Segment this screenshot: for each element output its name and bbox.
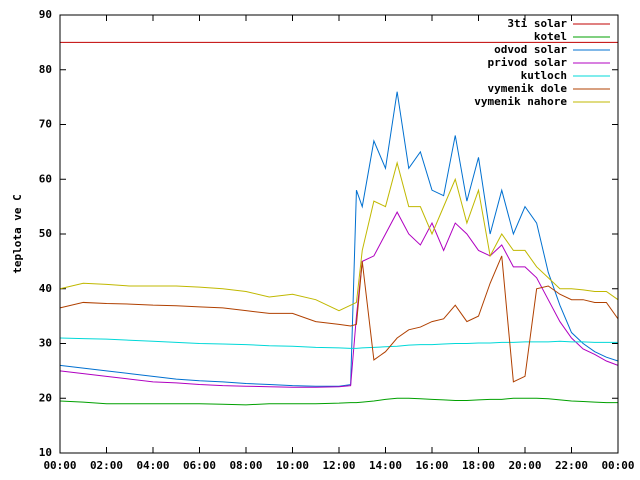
- x-tick-label: 16:00: [415, 459, 448, 472]
- y-tick-label: 10: [39, 446, 52, 459]
- series-line: [59, 337, 618, 349]
- y-tick-label: 20: [39, 391, 52, 404]
- x-tick-label: 00:00: [601, 459, 634, 472]
- y-tick-label: 30: [39, 337, 52, 350]
- legend-label: 3ti solar: [507, 17, 567, 30]
- y-tick-label: 90: [39, 8, 52, 21]
- legend-label: vymenik nahore: [474, 95, 567, 108]
- x-tick-label: 14:00: [369, 459, 402, 472]
- x-tick-label: 06:00: [183, 459, 216, 472]
- y-tick-label: 70: [39, 118, 52, 131]
- series-line: [59, 160, 619, 312]
- legend-label: kutloch: [521, 69, 567, 82]
- x-tick-label: 02:00: [90, 459, 123, 472]
- legend-label: vymenik dole: [488, 82, 568, 95]
- x-tick-label: 22:00: [555, 459, 588, 472]
- y-tick-label: 50: [39, 227, 52, 240]
- x-tick-label: 12:00: [322, 459, 355, 472]
- series-line: [59, 397, 618, 406]
- y-tick-label: 40: [39, 282, 52, 295]
- y-tick-label: 80: [39, 63, 52, 76]
- y-axis-label: teplota ve C: [11, 194, 24, 273]
- legend-label: odvod solar: [494, 43, 567, 56]
- x-tick-label: 18:00: [462, 459, 495, 472]
- x-tick-label: 00:00: [43, 459, 76, 472]
- y-tick-label: 60: [39, 172, 52, 185]
- legend-label: kotel: [534, 30, 567, 43]
- series-line: [59, 255, 619, 383]
- plot-border: [59, 14, 619, 454]
- series-line: [59, 91, 619, 387]
- legend-label: privod solar: [488, 56, 568, 69]
- x-tick-label: 04:00: [136, 459, 169, 472]
- x-tick-label: 10:00: [276, 459, 309, 472]
- x-tick-label: 08:00: [229, 459, 262, 472]
- x-tick-label: 20:00: [508, 459, 541, 472]
- series-line: [59, 211, 619, 388]
